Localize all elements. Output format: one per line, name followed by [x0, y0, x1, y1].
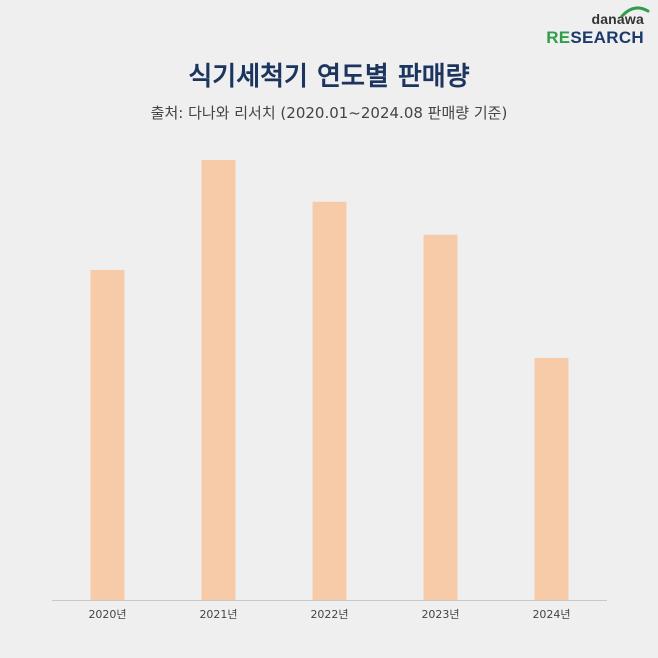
logo-re: RE: [546, 28, 571, 47]
bar-2024년: [534, 358, 569, 600]
bar-2023년: [423, 234, 458, 601]
logo-top-label: danawa: [591, 11, 644, 27]
x-tick-label: 2024년: [532, 608, 570, 621]
chart-subtitle: 출처: 다나와 리서치 (2020.01~2024.08 판매량 기준): [150, 104, 508, 122]
logo-research-text: RESEARCH: [546, 29, 644, 47]
logo-danawa-text: danawa: [591, 6, 650, 27]
x-tick-label: 2023년: [421, 608, 459, 621]
x-tick-label: 2021년: [199, 608, 237, 621]
chart-title: 식기세척기 연도별 판매량: [188, 62, 470, 92]
logo-search: SEARCH: [570, 28, 644, 47]
danawa-research-logo: danawa RESEARCH: [546, 6, 650, 47]
bar-2020년: [90, 270, 125, 600]
x-tick-label: 2022년: [310, 608, 348, 621]
bar-2022년: [312, 201, 347, 601]
x-tick-label: 2020년: [88, 608, 126, 621]
logo-arc-icon: [620, 6, 650, 17]
bar-2021년: [201, 160, 236, 600]
